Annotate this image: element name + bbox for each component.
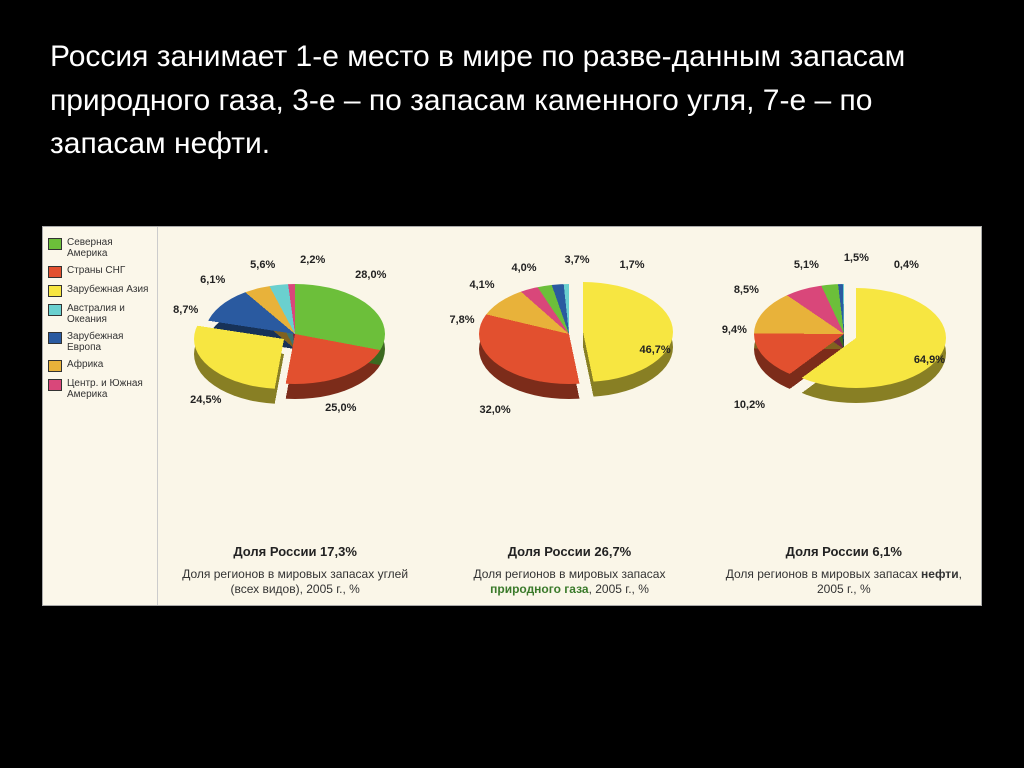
data-label: 4,1% xyxy=(469,279,494,291)
pie-exploded-face xyxy=(493,282,673,382)
chart-caption: Доля регионов в мировых запасах нефти, 2… xyxy=(712,567,976,597)
data-label: 9,4% xyxy=(722,324,747,336)
legend-label: Центр. и Южная Америка xyxy=(67,378,152,400)
chart-caption: Доля регионов в мировых запасах углей (в… xyxy=(163,567,427,597)
data-label: 2,2% xyxy=(300,254,325,266)
chart-oil: 64,9%10,2%9,4%8,5%5,1%1,5%0,4%Доля Росси… xyxy=(707,227,981,605)
data-label: 5,1% xyxy=(794,259,819,271)
legend-swatch xyxy=(48,304,62,316)
chart-gas: 46,7% 32,0% 7,8% 4,1% 4,0% 3,7% 1,7% Доля Росси… xyxy=(432,227,706,605)
pie-wrap: 46,7%32,0%7,8%4,1%4,0%3,7%1,7% xyxy=(469,274,669,444)
legend-label: Страны СНГ xyxy=(67,265,125,276)
legend-item: Австралия и Океания xyxy=(48,303,152,325)
data-label: 3,7% xyxy=(564,254,589,266)
legend-label: Африка xyxy=(67,359,103,370)
data-label: 1,7% xyxy=(619,259,644,271)
legend-swatch xyxy=(48,379,62,391)
data-label: 7,8% xyxy=(449,314,474,326)
legend-item: Зарубежная Европа xyxy=(48,331,152,353)
chart-coal: 28,0%25,0%24,5%8,7%6,1%5,6%2,2%Доля Росс… xyxy=(158,227,432,605)
legend-label: Австралия и Океания xyxy=(67,303,152,325)
chart-caption: Доля регионов в мировых запасах природно… xyxy=(437,567,701,597)
data-label: 8,5% xyxy=(734,284,759,296)
data-label: 5,6% xyxy=(250,259,275,271)
legend-label: Зарубежная Европа xyxy=(67,331,152,353)
data-label: 0,4% xyxy=(894,259,919,271)
legend-swatch xyxy=(48,332,62,344)
russia-share-label: Доля России 26,7% xyxy=(437,544,701,559)
russia-share-label: Доля России 6,1% xyxy=(712,544,976,559)
data-label: 24,5% xyxy=(190,394,221,406)
figure-container: Северная Америка Страны СНГ Зарубежная Ази… xyxy=(42,226,982,606)
legend-item: Африка xyxy=(48,359,152,372)
data-label: 1,5% xyxy=(844,252,869,264)
data-label: 46,7% xyxy=(639,344,670,356)
legend-label: Зарубежная Азия xyxy=(67,284,148,295)
data-label: 28,0% xyxy=(355,269,386,281)
charts-panel: 28,0%25,0%24,5%8,7%6,1%5,6%2,2%Доля Росс… xyxy=(158,227,981,605)
legend-item: Центр. и Южная Америка xyxy=(48,378,152,400)
data-label: 8,7% xyxy=(173,304,198,316)
pie-exploded-face xyxy=(194,289,374,389)
pie-wrap: 28,0%25,0%24,5%8,7%6,1%5,6%2,2% xyxy=(195,274,395,444)
data-label: 6,1% xyxy=(200,274,225,286)
data-label: 25,0% xyxy=(325,402,356,414)
legend-swatch xyxy=(48,238,62,250)
legend-item: Страны СНГ xyxy=(48,265,152,278)
legend-swatch xyxy=(48,360,62,372)
pie-exploded-face xyxy=(766,288,946,388)
main-text: Россия занимает 1-е место в мире по разв… xyxy=(0,0,1024,186)
data-label: 10,2% xyxy=(734,399,765,411)
legend-label: Северная Америка xyxy=(67,237,152,259)
data-label: 4,0% xyxy=(511,262,536,274)
legend-item: Северная Америка xyxy=(48,237,152,259)
data-label: 64,9% xyxy=(914,354,945,366)
legend-item: Зарубежная Азия xyxy=(48,284,152,297)
russia-share-label: Доля России 17,3% xyxy=(163,544,427,559)
legend-swatch xyxy=(48,266,62,278)
legend-panel: Северная Америка Страны СНГ Зарубежная Ази… xyxy=(43,227,158,605)
legend-swatch xyxy=(48,285,62,297)
pie-wrap: 64,9%10,2%9,4%8,5%5,1%1,5%0,4% xyxy=(744,274,944,444)
data-label: 32,0% xyxy=(479,404,510,416)
